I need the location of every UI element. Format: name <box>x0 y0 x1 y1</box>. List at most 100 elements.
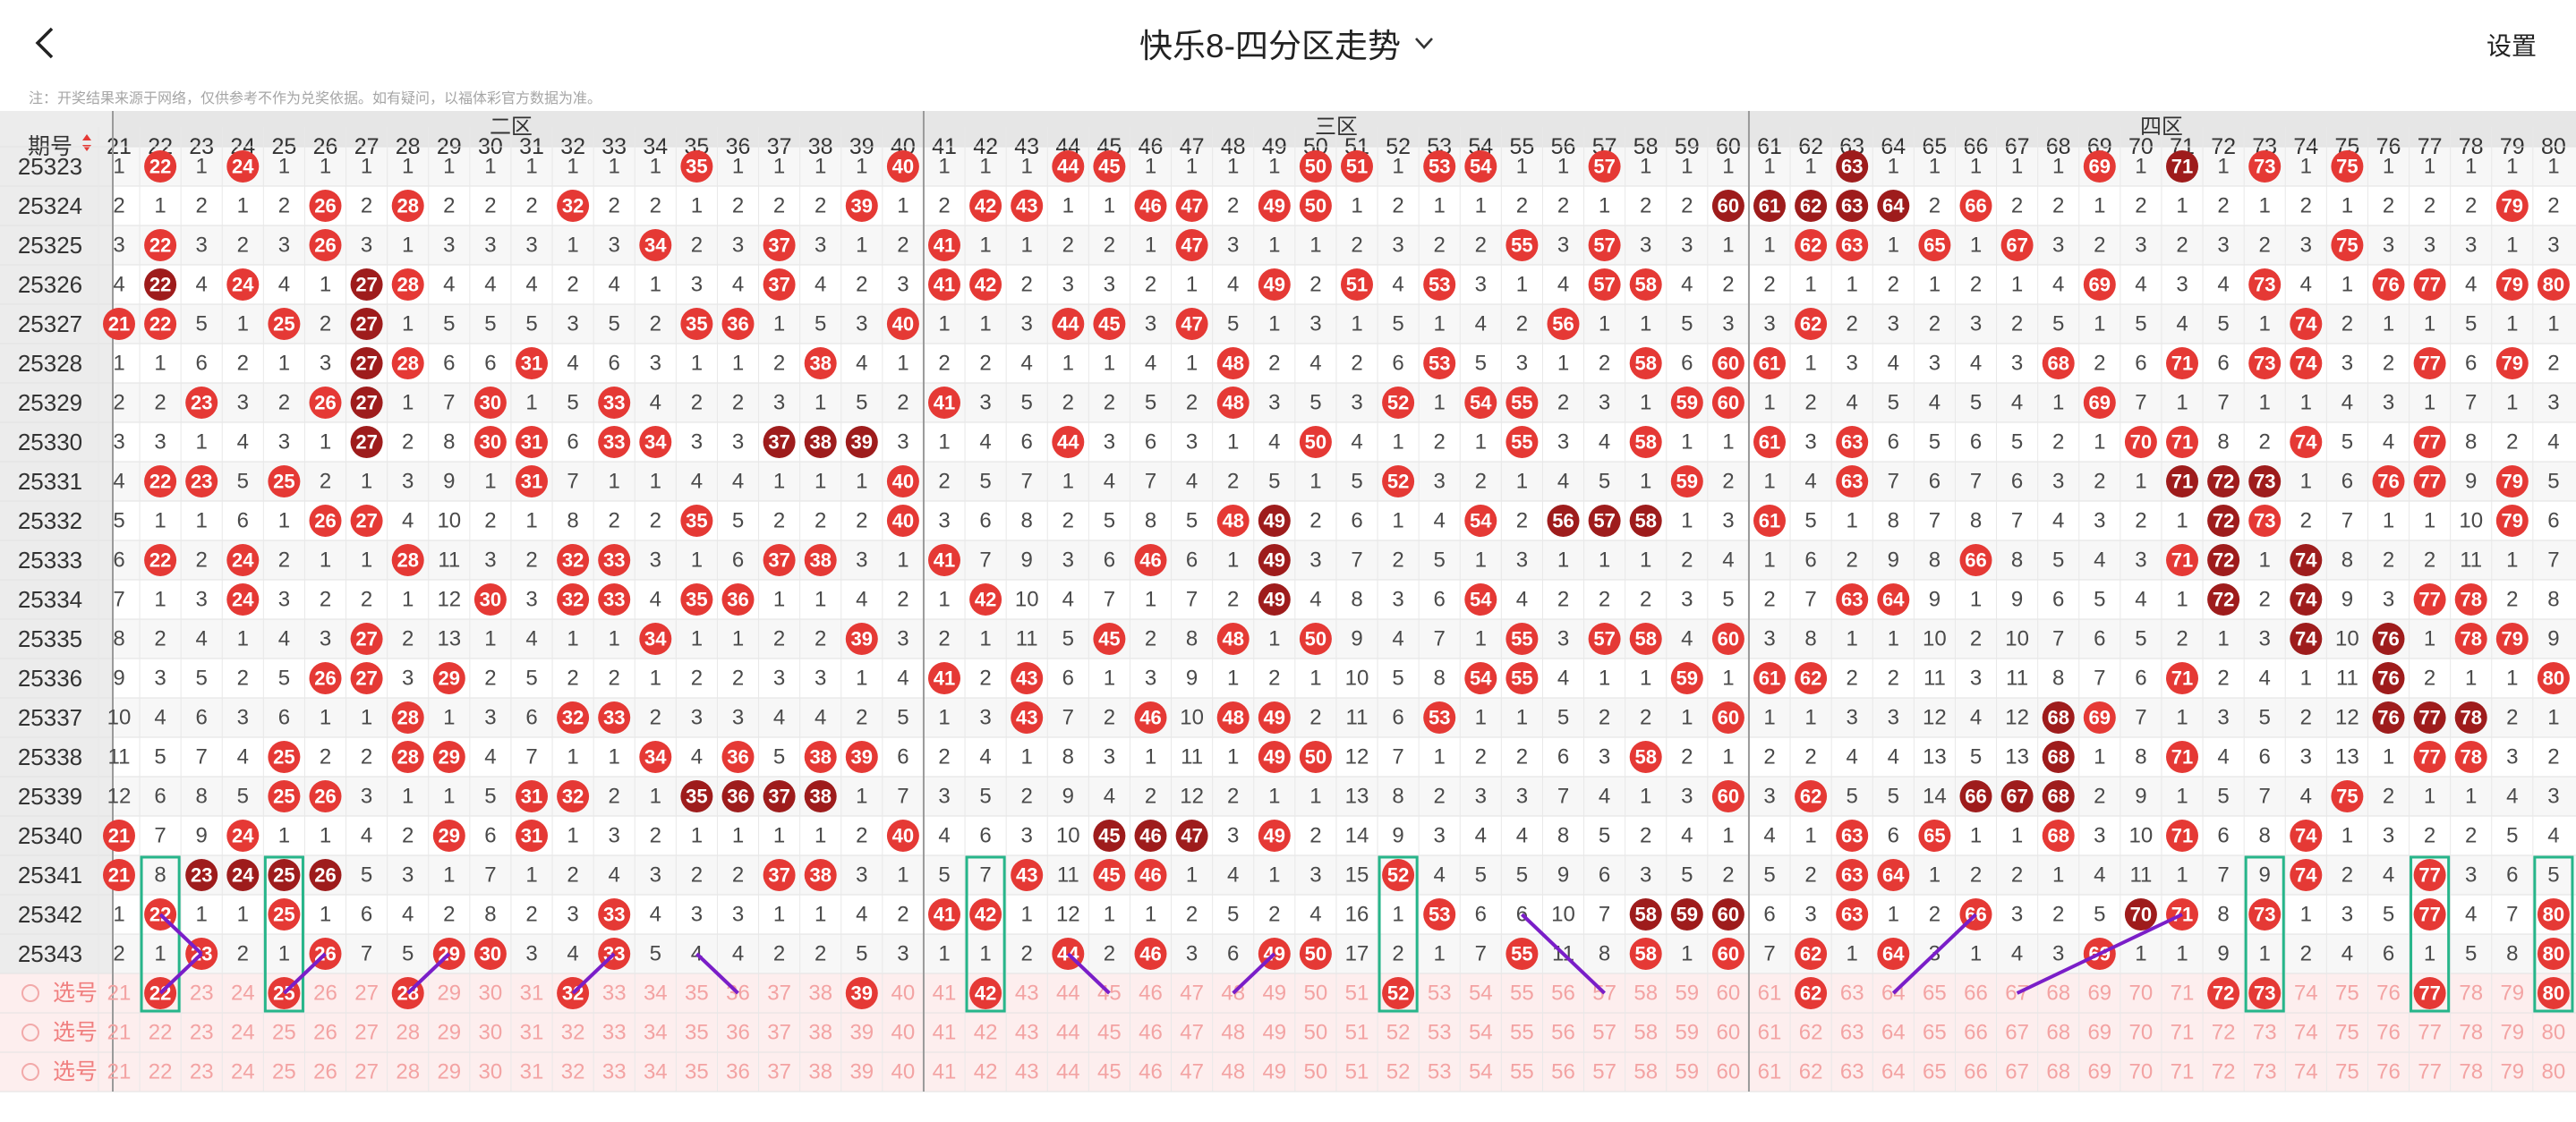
hit-ball <box>185 465 218 497</box>
miss-count: 2 <box>938 470 950 494</box>
hit-ball <box>2000 780 2034 812</box>
miss-count: 4 <box>402 509 414 533</box>
hit-ball <box>1506 938 1539 970</box>
select-radio[interactable] <box>21 1063 39 1081</box>
hit-number: 28 <box>397 707 418 729</box>
miss-count: 6 <box>1145 430 1156 455</box>
miss-count: 2 <box>402 627 414 651</box>
select-number: 61 <box>1758 1060 1782 1084</box>
hit-number: 77 <box>2418 471 2440 493</box>
hit-number: 78 <box>2460 628 2481 650</box>
settings-button[interactable]: 设置 <box>2486 32 2537 60</box>
selected-ball[interactable] <box>2537 977 2570 1009</box>
page-title[interactable]: 快乐8-四分区走势 <box>0 0 2576 86</box>
miss-count: 1 <box>402 155 414 179</box>
hit-ball <box>639 741 672 773</box>
miss-count: 6 <box>443 352 455 376</box>
hit-number: 39 <box>851 746 873 769</box>
miss-count: 1 <box>1640 470 1651 494</box>
miss-count: 7 <box>897 785 908 809</box>
hit-number: 55 <box>1511 943 1532 965</box>
miss-count: 2 <box>650 312 661 336</box>
miss-count: 4 <box>1392 627 1403 651</box>
hit-ball <box>226 583 260 616</box>
chevron-left-icon[interactable] <box>27 23 66 63</box>
miss-count: 3 <box>1021 312 1033 336</box>
miss-count: 2 <box>113 942 124 966</box>
miss-count: 5 <box>1062 627 1074 651</box>
hit-number: 28 <box>397 746 418 769</box>
miss-count: 8 <box>1599 942 1610 966</box>
selected-ball[interactable] <box>2207 977 2240 1009</box>
selected-number: 77 <box>2418 982 2440 1005</box>
miss-count: 1 <box>979 942 991 966</box>
hit-number: 37 <box>768 786 789 808</box>
miss-count: 2 <box>2424 194 2435 218</box>
miss-count: 3 <box>691 903 703 927</box>
select-number: 47 <box>1180 982 1204 1006</box>
sort-up-icon[interactable] <box>82 134 91 140</box>
selected-ball[interactable] <box>2413 977 2446 1009</box>
hit-ball <box>1134 938 1167 970</box>
miss-count: 5 <box>278 667 290 691</box>
miss-count: 1 <box>1888 155 1899 179</box>
miss-count: 5 <box>1516 863 1528 888</box>
miss-count: 3 <box>1804 430 1816 455</box>
hit-ball <box>1588 623 1621 655</box>
miss-count: 3 <box>1722 312 1734 336</box>
miss-count: 3 <box>1681 785 1693 809</box>
miss-count: 1 <box>1929 273 1941 297</box>
miss-count: 1 <box>2506 155 2518 179</box>
hit-number: 80 <box>2543 667 2564 690</box>
miss-count: 1 <box>1268 785 1280 809</box>
select-radio[interactable] <box>21 984 39 1002</box>
hit-ball <box>1795 190 1828 222</box>
miss-count: 2 <box>567 667 578 691</box>
selected-ball[interactable] <box>1795 977 1828 1009</box>
hit-ball <box>2290 859 2323 891</box>
hit-number: 49 <box>1264 825 1285 847</box>
miss-count: 2 <box>979 352 991 376</box>
miss-count: 2 <box>609 194 620 218</box>
selected-ball[interactable] <box>845 977 878 1009</box>
miss-count: 9 <box>1021 548 1033 573</box>
miss-count: 3 <box>1763 627 1775 651</box>
hit-ball <box>1216 623 1250 655</box>
select-radio[interactable] <box>21 1024 39 1041</box>
hit-ball <box>2413 701 2446 734</box>
hit-ball <box>2372 268 2405 301</box>
hit-number: 46 <box>1139 195 1161 217</box>
miss-count: 1 <box>1475 627 1487 651</box>
miss-count: 2 <box>2547 745 2559 769</box>
selected-ball[interactable] <box>1382 977 1415 1009</box>
miss-count: 1 <box>979 312 991 336</box>
miss-count: 5 <box>2217 312 2229 336</box>
selected-ball[interactable] <box>2248 977 2282 1009</box>
miss-count: 3 <box>2094 509 2105 533</box>
hit-number: 32 <box>562 549 584 572</box>
miss-count: 1 <box>732 352 744 376</box>
hit-number: 26 <box>314 234 336 257</box>
hit-ball <box>557 544 590 576</box>
hit-number: 38 <box>809 431 831 454</box>
hit-number: 44 <box>1057 431 1079 454</box>
miss-count: 3 <box>2424 234 2435 258</box>
miss-count: 2 <box>1640 706 1651 730</box>
select-number: 79 <box>2500 1060 2524 1084</box>
miss-count: 1 <box>2547 706 2559 730</box>
miss-count: 1 <box>278 509 290 533</box>
hit-ball <box>268 741 301 773</box>
selected-ball[interactable] <box>969 977 1002 1009</box>
miss-count: 1 <box>196 509 208 533</box>
miss-count: 4 <box>2176 312 2188 336</box>
period-cell: 25338 <box>18 744 82 770</box>
selected-number: 52 <box>1387 982 1409 1005</box>
hit-number: 64 <box>1882 864 1905 887</box>
hit-number: 27 <box>355 313 377 336</box>
miss-count: 1 <box>1309 785 1321 809</box>
miss-count: 6 <box>196 706 208 730</box>
miss-count: 6 <box>2383 942 2394 966</box>
hit-number: 60 <box>1718 628 1739 650</box>
miss-count: 2 <box>1268 352 1280 376</box>
miss-count: 1 <box>1104 352 1115 376</box>
